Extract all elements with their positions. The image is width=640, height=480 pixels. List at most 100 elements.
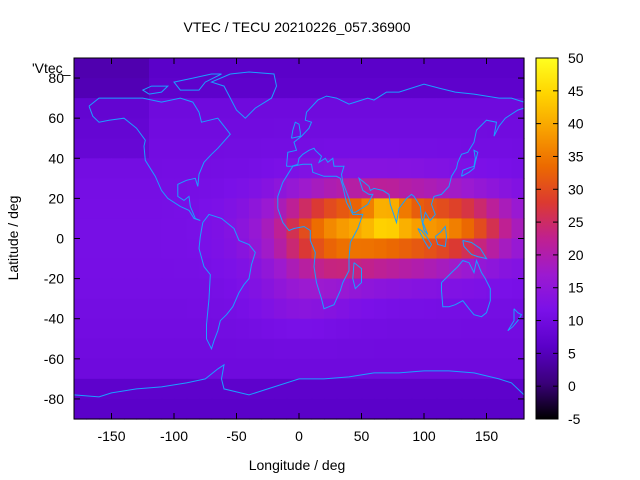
heatmap-cell — [186, 238, 200, 260]
heatmap-cell — [261, 278, 275, 300]
heatmap-cell — [99, 238, 113, 260]
heatmap-cell — [336, 138, 350, 159]
heatmap-cell — [199, 238, 213, 260]
heatmap-cell — [86, 358, 100, 380]
heatmap-cell — [299, 278, 313, 300]
heatmap-cell — [411, 318, 425, 340]
heatmap-cell — [86, 178, 100, 199]
heatmap-cell — [349, 338, 363, 360]
heatmap-cell — [361, 238, 375, 260]
heatmap-cell — [199, 138, 213, 159]
heatmap-cell — [411, 278, 425, 300]
heatmap-cell — [186, 158, 200, 179]
heatmap-cell — [99, 98, 113, 119]
heatmap-cell — [499, 238, 513, 260]
heatmap-cell — [136, 118, 150, 139]
heatmap-cell — [124, 78, 138, 99]
heatmap-cell — [461, 78, 475, 99]
heatmap-cell — [161, 118, 175, 139]
heatmap-cell — [161, 298, 175, 320]
chart-title: VTEC / TECU 20210226_057.36900 — [183, 19, 410, 35]
heatmap-cell — [149, 178, 163, 199]
heatmap-cell — [149, 338, 163, 360]
heatmap-cell — [399, 158, 413, 179]
heatmap-cell — [111, 118, 125, 139]
heatmap-cell — [99, 218, 113, 240]
heatmap-cell — [124, 138, 138, 159]
heatmap-cell — [186, 118, 200, 139]
heatmap-cell — [449, 98, 463, 119]
heatmap-cell — [249, 318, 263, 340]
heatmap-cell — [499, 378, 513, 400]
heatmap-cell — [186, 138, 200, 159]
heatmap-cell — [211, 378, 225, 400]
heatmap-cell — [249, 58, 263, 79]
heatmap-cell — [86, 338, 100, 360]
heatmap-cell — [274, 338, 288, 360]
heatmap-cell — [486, 178, 500, 199]
heatmap-cell — [511, 198, 525, 220]
heatmap-cell — [211, 338, 225, 360]
heatmap-cell — [474, 58, 488, 79]
x-axis-label: Longitude / deg — [249, 457, 346, 473]
heatmap-cell — [199, 58, 213, 79]
heatmap-cell — [399, 118, 413, 139]
heatmap-cell — [336, 358, 350, 380]
heatmap-cell — [99, 258, 113, 280]
heatmap-cell — [86, 298, 100, 320]
heatmap-cell — [111, 378, 125, 400]
heatmap-cell — [124, 218, 138, 240]
heatmap-cell — [136, 298, 150, 320]
heatmap-cell — [511, 78, 525, 99]
heatmap-cell — [511, 238, 525, 260]
heatmap-cell — [461, 178, 475, 199]
heatmap-cell — [324, 278, 338, 300]
heatmap-cell — [486, 378, 500, 400]
heatmap-cell — [474, 178, 488, 199]
heatmap-cell — [399, 58, 413, 79]
heatmap-cell — [324, 398, 338, 420]
heatmap-cell — [474, 318, 488, 340]
heatmap-cell — [311, 198, 325, 220]
heatmap-cell — [511, 178, 525, 199]
heatmap-cell — [311, 158, 325, 179]
heatmap-cell — [199, 98, 213, 119]
heatmap-cell — [286, 138, 300, 159]
heatmap-cell — [149, 298, 163, 320]
heatmap-cell — [149, 58, 163, 79]
heatmap-cell — [124, 238, 138, 260]
x-axis-ticks: -150 -100 -50 0 50 100 150 — [97, 58, 498, 444]
heatmap-cell — [174, 98, 188, 119]
heatmap-cell — [186, 338, 200, 360]
heatmap-cell — [424, 238, 438, 260]
heatmap-cell — [486, 158, 500, 179]
heatmap-cell — [436, 338, 450, 360]
heatmap-cell — [124, 298, 138, 320]
heatmap-cell — [499, 298, 513, 320]
heatmap-cell — [99, 198, 113, 220]
heatmap-cell — [324, 238, 338, 260]
heatmap-cell — [74, 118, 88, 139]
heatmap-cell — [311, 138, 325, 159]
heatmap-cell — [199, 78, 213, 99]
colorbar-tick-label: 50 — [568, 50, 584, 66]
heatmap-cell — [199, 298, 213, 320]
heatmap-cell — [349, 398, 363, 420]
heatmap-cell — [499, 78, 513, 99]
heatmap-cell — [436, 198, 450, 220]
heatmap-cell — [424, 198, 438, 220]
heatmap-cell — [386, 398, 400, 420]
heatmap-cell — [399, 238, 413, 260]
heatmap-cell — [461, 138, 475, 159]
heatmap-cell — [511, 158, 525, 179]
x-tick-label: -100 — [160, 428, 188, 444]
heatmap-cell — [174, 178, 188, 199]
x-tick-label: -150 — [97, 428, 125, 444]
x-tick-label: -50 — [226, 428, 246, 444]
heatmap-cell — [361, 298, 375, 320]
heatmap-cell — [449, 138, 463, 159]
heatmap-cell — [461, 358, 475, 380]
heatmap-cell — [311, 58, 325, 79]
heatmap-cell — [149, 98, 163, 119]
heatmap-cell — [361, 338, 375, 360]
